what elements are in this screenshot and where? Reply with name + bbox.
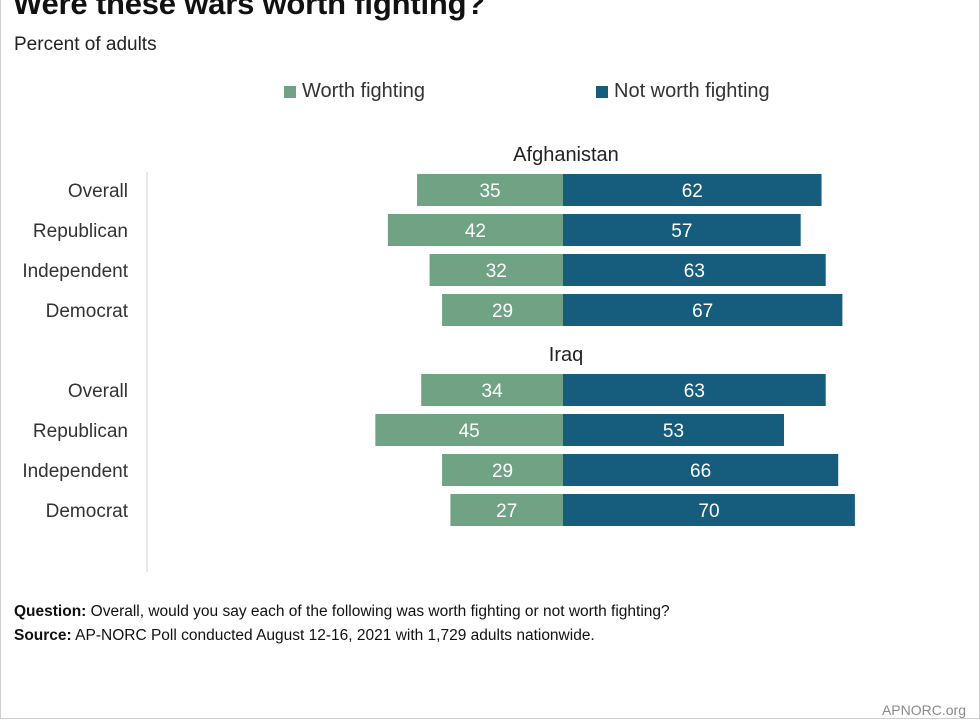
bar-not-worth-iraq-republican [563, 414, 785, 446]
bar-worth-iraq-independent [442, 454, 563, 486]
legend-swatch-worth [284, 85, 296, 98]
category-label-afghanistan-democrat: Democrat [46, 301, 129, 322]
bar-not-worth-iraq-independent [563, 454, 839, 486]
value-label-worth-afghanistan-republican: 42 [465, 221, 486, 242]
value-label-not-worth-iraq-democrat: 70 [698, 501, 719, 522]
value-label-worth-iraq-democrat: 27 [496, 501, 517, 522]
bar-not-worth-afghanistan-republican [563, 214, 801, 246]
question-text: Overall, would you say each of the follo… [90, 603, 670, 620]
bar-worth-afghanistan-overall [417, 174, 563, 206]
bar-not-worth-iraq-democrat [563, 494, 855, 526]
value-label-worth-afghanistan-democrat: 29 [492, 301, 513, 322]
bar-worth-afghanistan-democrat [442, 294, 563, 326]
bar-worth-iraq-overall [421, 374, 563, 406]
source-label: Source: [14, 627, 72, 644]
group-title-iraq: Iraq [549, 344, 583, 366]
value-label-not-worth-iraq-republican: 53 [663, 421, 684, 442]
bar-worth-afghanistan-independent [429, 254, 563, 286]
value-label-not-worth-iraq-overall: 63 [684, 381, 705, 402]
category-label-iraq-democrat: Democrat [46, 501, 129, 522]
source-line: Source: AP-NORC Poll conducted August 12… [14, 624, 670, 648]
value-label-not-worth-afghanistan-democrat: 67 [692, 301, 713, 322]
source-text: AP-NORC Poll conducted August 12-16, 202… [75, 627, 595, 644]
bar-worth-iraq-republican [375, 414, 563, 446]
value-label-worth-iraq-overall: 34 [482, 381, 504, 402]
value-label-not-worth-afghanistan-overall: 62 [682, 181, 703, 202]
value-label-not-worth-iraq-independent: 66 [690, 461, 711, 482]
chart-subtitle: Percent of adults [14, 34, 157, 55]
category-label-iraq-overall: Overall [68, 381, 128, 402]
category-label-afghanistan-overall: Overall [68, 181, 128, 202]
credit: APNORC.org [881, 702, 966, 718]
legend-label-worth: Worth fighting [302, 80, 426, 102]
category-label-iraq-independent: Independent [22, 461, 128, 482]
value-label-not-worth-afghanistan-republican: 57 [671, 221, 692, 242]
bar-not-worth-afghanistan-independent [563, 254, 826, 286]
value-label-worth-iraq-republican: 45 [459, 421, 480, 442]
category-label-afghanistan-independent: Independent [22, 261, 128, 282]
bar-not-worth-afghanistan-democrat [563, 294, 843, 326]
bar-worth-iraq-democrat [450, 494, 563, 526]
value-label-worth-afghanistan-overall: 35 [479, 181, 500, 202]
legend-label-not-worth: Not worth fighting [614, 80, 770, 102]
value-label-worth-afghanistan-independent: 32 [486, 261, 507, 282]
chart-footer: Question: Overall, would you say each of… [14, 600, 670, 648]
group-title-afghanistan: Afghanistan [513, 144, 619, 166]
bar-worth-afghanistan-republican [387, 214, 563, 246]
value-label-not-worth-afghanistan-independent: 63 [684, 261, 705, 282]
question-line: Question: Overall, would you say each of… [14, 600, 670, 624]
legend-swatch-not-worth [596, 85, 608, 98]
bar-not-worth-iraq-overall [563, 374, 826, 406]
legend-item-not-worth: Not worth fighting [596, 80, 770, 103]
question-label: Question: [14, 603, 87, 620]
category-label-iraq-republican: Republican [33, 421, 128, 442]
legend-item-worth: Worth fighting [284, 80, 425, 103]
category-label-afghanistan-republican: Republican [33, 221, 128, 242]
chart-title: Were these wars worth fighting? [13, 0, 486, 21]
legend: Worth fighting Not worth fighting [0, 80, 980, 104]
value-label-worth-iraq-independent: 29 [492, 461, 513, 482]
bar-not-worth-afghanistan-overall [563, 174, 822, 206]
